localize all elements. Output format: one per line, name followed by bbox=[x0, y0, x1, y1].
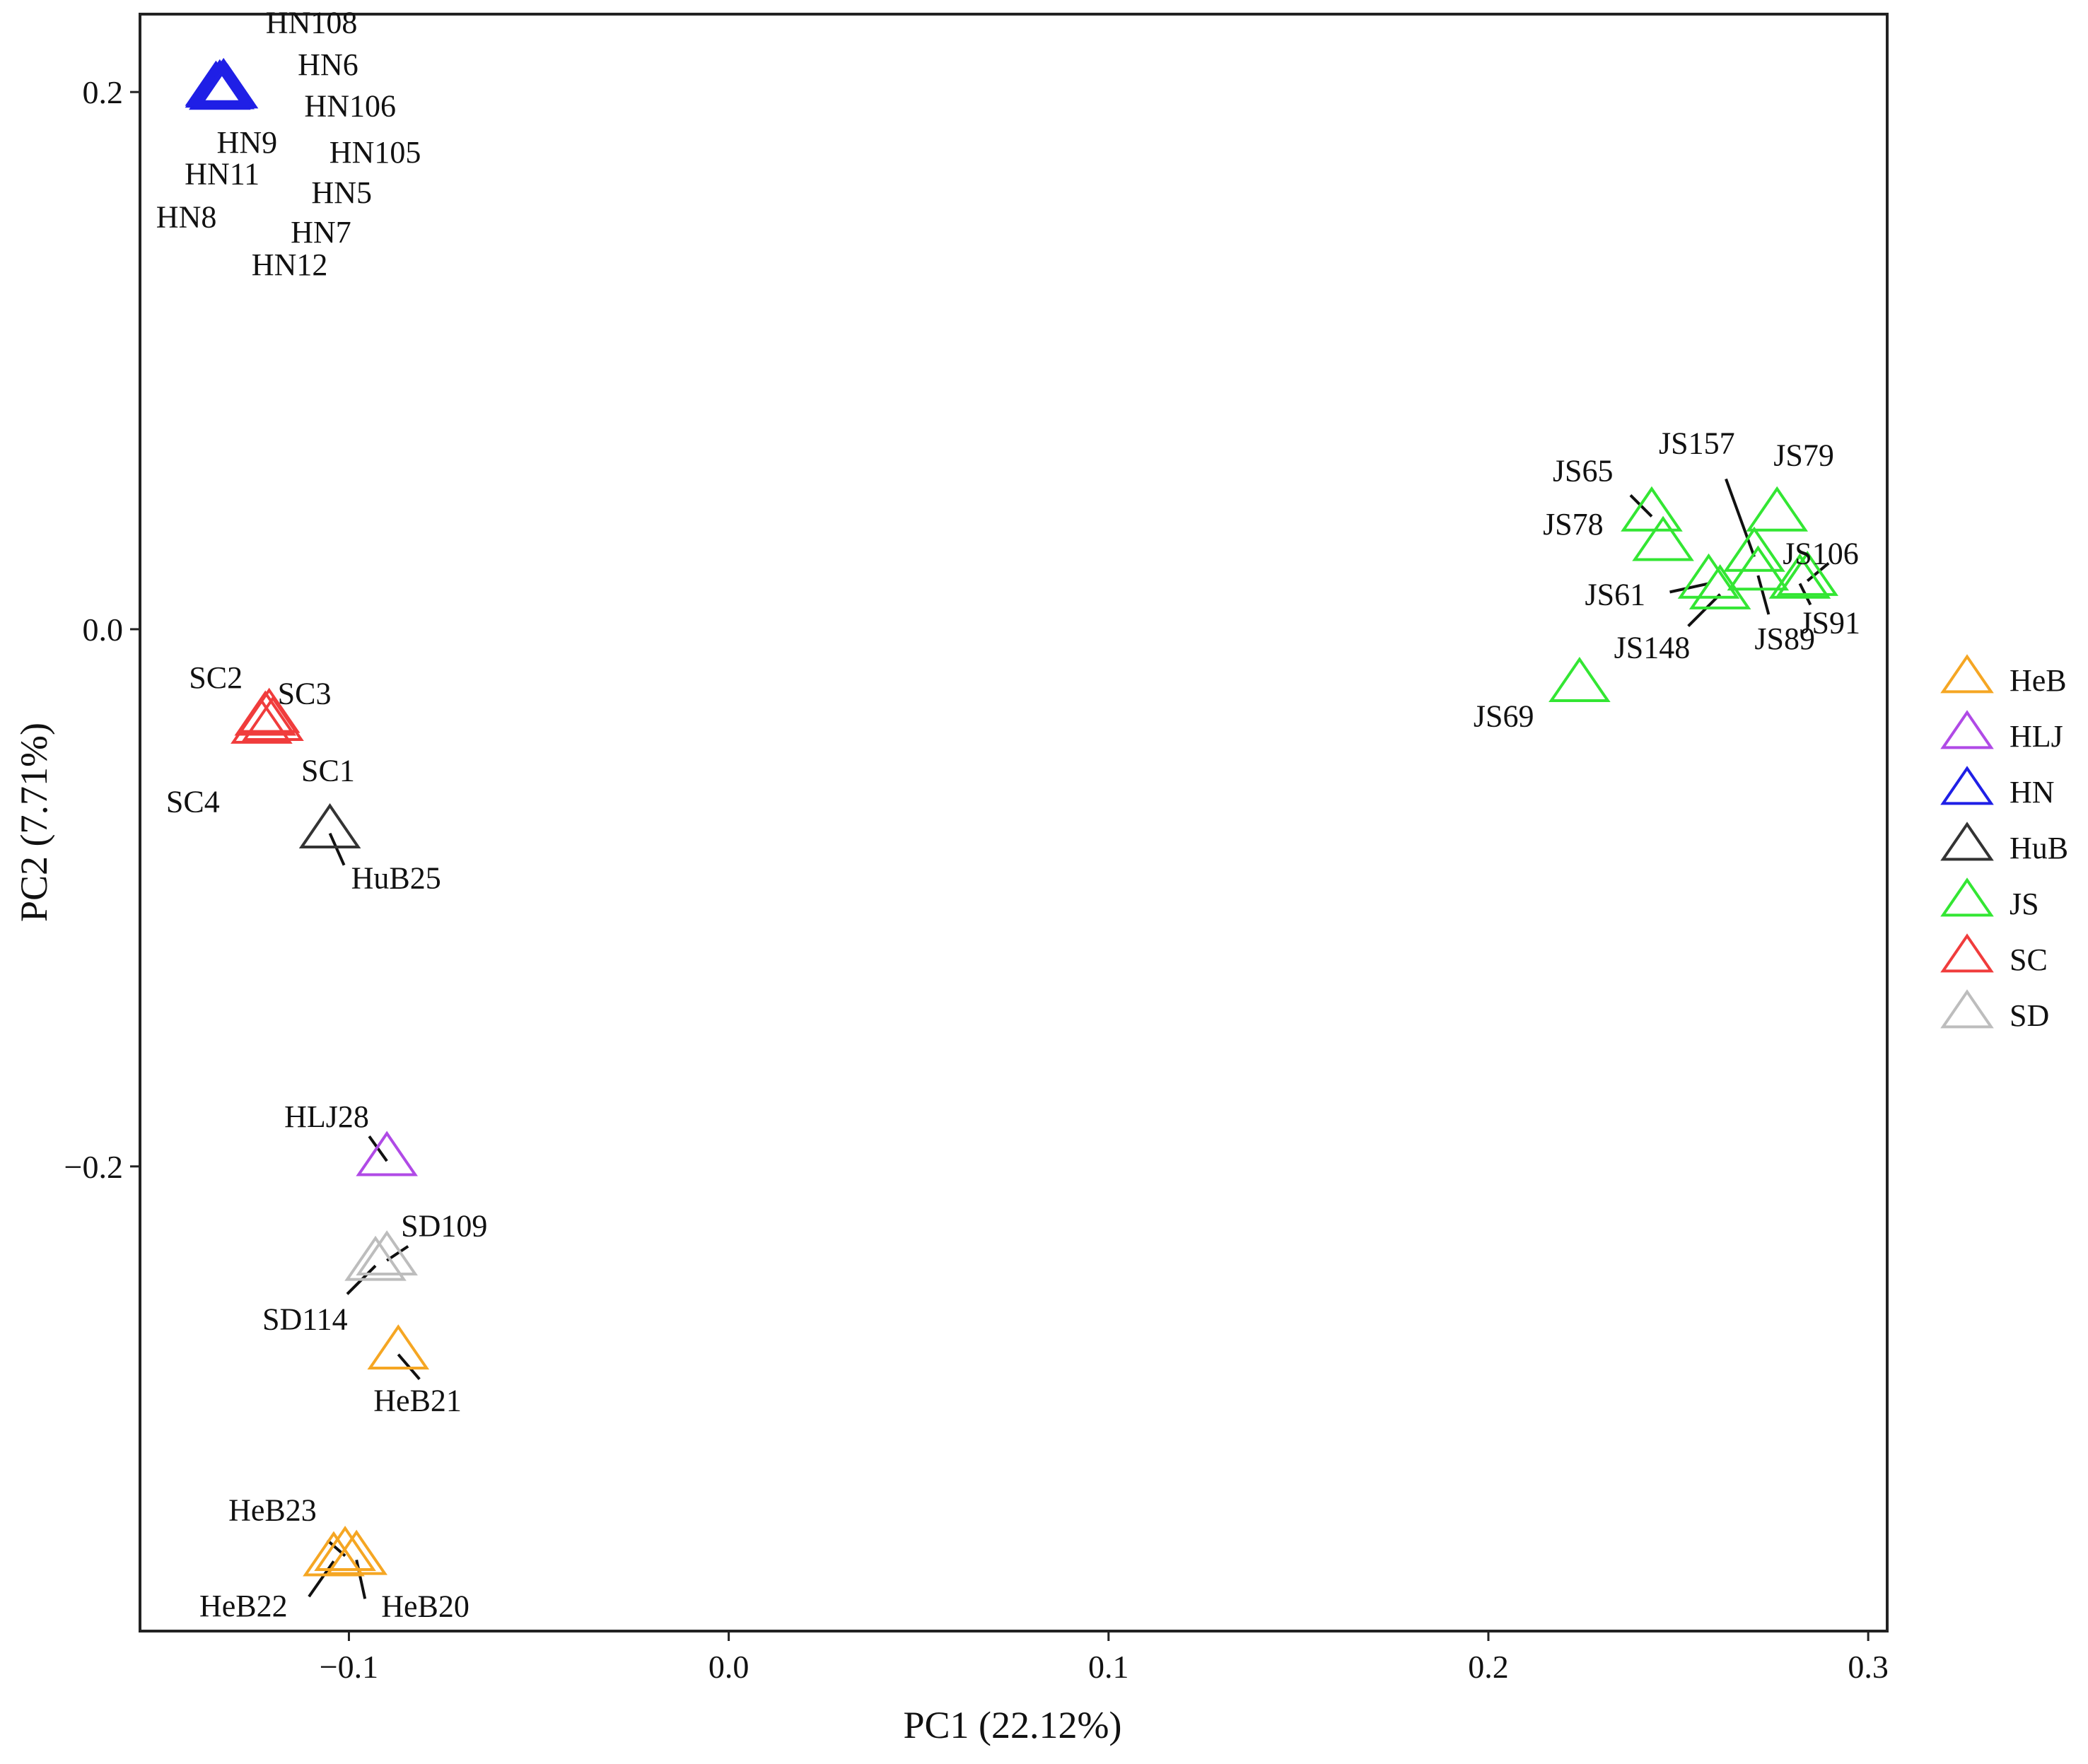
legend-marker-js bbox=[1940, 877, 1994, 917]
point-label-hn106: HN106 bbox=[304, 88, 396, 123]
legend-label-sc: SC bbox=[2010, 942, 2048, 977]
point-label-heb22: HeB22 bbox=[199, 1589, 288, 1623]
point-marker-js157 bbox=[1723, 526, 1785, 572]
point-label-js65: JS65 bbox=[1553, 453, 1614, 488]
point-label-js157: JS157 bbox=[1659, 426, 1735, 460]
point-label-sc1: SC1 bbox=[301, 754, 355, 788]
point-marker-sd109 bbox=[356, 1230, 418, 1276]
x-tick-label: 0.2 bbox=[1468, 1649, 1509, 1685]
legend-label-sd: SD bbox=[2010, 998, 2049, 1033]
point-label-hn12: HN12 bbox=[252, 247, 328, 282]
x-tick-label: 0.3 bbox=[1848, 1649, 1889, 1685]
point-label-sc4: SC4 bbox=[166, 785, 220, 819]
leader-line-heb22 bbox=[308, 1560, 335, 1598]
point-marker-heb21 bbox=[367, 1324, 430, 1370]
y-tick-label: −0.2 bbox=[64, 1149, 123, 1185]
point-label-hn7: HN7 bbox=[291, 215, 351, 250]
point-label-js91: JS91 bbox=[1800, 605, 1860, 640]
x-tick-label: −0.1 bbox=[320, 1649, 378, 1685]
point-label-js79: JS79 bbox=[1773, 438, 1834, 472]
legend-label-hlj: HLJ bbox=[2010, 719, 2063, 754]
point-marker-js148 bbox=[1689, 563, 1751, 609]
plot-frame bbox=[139, 13, 1889, 1632]
y-tick-label: 0.2 bbox=[83, 74, 124, 110]
point-label-heb20: HeB20 bbox=[381, 1589, 469, 1623]
leader-line-js89 bbox=[1756, 575, 1771, 615]
leader-line-js106 bbox=[1806, 562, 1830, 583]
point-label-sd114: SD114 bbox=[262, 1302, 348, 1336]
point-label-hn105: HN105 bbox=[329, 135, 421, 170]
x-tick-label: 0.0 bbox=[708, 1649, 750, 1685]
point-marker-sd114 bbox=[344, 1235, 407, 1281]
legend-marker-sc bbox=[1940, 933, 1994, 973]
point-label-sc2: SC2 bbox=[189, 660, 243, 695]
legend-label-heb: HeB bbox=[2010, 663, 2067, 698]
legend-label-js: JS bbox=[2010, 887, 2039, 921]
point-marker-js78 bbox=[1632, 515, 1694, 561]
point-marker-heb23 bbox=[314, 1525, 376, 1571]
point-label-js61: JS61 bbox=[1585, 577, 1646, 612]
legend-label-hub: HuB bbox=[2010, 831, 2068, 865]
legend-marker-hlj bbox=[1940, 710, 1994, 749]
point-label-hn11: HN11 bbox=[185, 156, 259, 191]
point-label-hlj28: HLJ28 bbox=[284, 1099, 369, 1134]
leader-line-js61 bbox=[1669, 582, 1709, 594]
y-axis-title: PC2 (7.71%) bbox=[13, 723, 55, 922]
point-marker-js69 bbox=[1548, 657, 1611, 702]
point-label-hn6: HN6 bbox=[298, 47, 358, 82]
leader-line-hub25 bbox=[328, 832, 346, 866]
point-label-hn5: HN5 bbox=[311, 175, 372, 210]
point-marker-js89 bbox=[1727, 545, 1790, 591]
point-label-hub25: HuB25 bbox=[351, 861, 441, 896]
point-label-js148: JS148 bbox=[1614, 631, 1691, 665]
legend-marker-heb bbox=[1940, 654, 1994, 694]
point-marker-js106 bbox=[1776, 550, 1838, 596]
point-label-heb21: HeB21 bbox=[373, 1384, 462, 1418]
point-marker-hub25 bbox=[298, 803, 361, 849]
point-label-js69: JS69 bbox=[1474, 699, 1534, 734]
point-label-js78: JS78 bbox=[1543, 507, 1604, 542]
point-marker-hlj28 bbox=[356, 1131, 418, 1176]
point-label-hn8: HN8 bbox=[156, 199, 217, 234]
point-label-js89: JS89 bbox=[1754, 621, 1815, 656]
point-marker-js65 bbox=[1621, 486, 1683, 532]
point-marker-sc2 bbox=[234, 690, 297, 736]
point-marker-js61 bbox=[1677, 553, 1740, 599]
legend: HeB HLJ HN HuB JS SC SD bbox=[1940, 654, 2068, 1033]
point-marker-heb20 bbox=[325, 1529, 387, 1575]
point-label-sd109: SD109 bbox=[401, 1209, 487, 1244]
x-axis-title: PC1 (22.12%) bbox=[904, 1704, 1122, 1746]
point-label-hn9: HN9 bbox=[217, 125, 278, 160]
y-tick-label: 0.0 bbox=[83, 612, 124, 648]
leader-line-js148 bbox=[1687, 593, 1722, 627]
leader-line-heb20 bbox=[355, 1559, 367, 1599]
legend-marker-hub bbox=[1940, 822, 1994, 861]
leader-line-js157 bbox=[1725, 478, 1756, 558]
legend-label-hn: HN bbox=[2010, 775, 2055, 810]
point-label-js106: JS106 bbox=[1783, 537, 1859, 571]
point-marker-js79 bbox=[1746, 486, 1809, 532]
point-marker-sc1 bbox=[242, 696, 304, 742]
legend-marker-sd bbox=[1940, 989, 1994, 1029]
x-tick-label: 0.1 bbox=[1088, 1649, 1129, 1685]
point-label-hn108: HN108 bbox=[266, 5, 358, 40]
point-marker-hn12 bbox=[189, 59, 251, 105]
legend-marker-hn bbox=[1940, 766, 1994, 805]
point-label-heb23: HeB23 bbox=[228, 1493, 317, 1528]
point-marker-sc4 bbox=[231, 698, 293, 744]
point-label-sc3: SC3 bbox=[278, 676, 332, 711]
point-marker-js91 bbox=[1768, 553, 1831, 599]
